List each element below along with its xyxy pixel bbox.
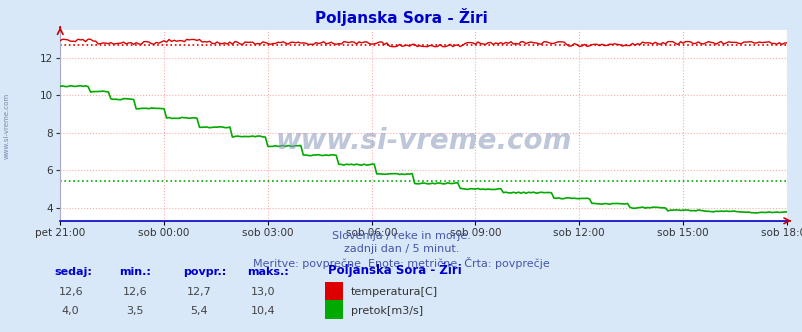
Text: pretok[m3/s]: pretok[m3/s] [350, 306, 423, 316]
Text: Meritve: povprečne  Enote: metrične  Črta: povprečje: Meritve: povprečne Enote: metrične Črta:… [253, 257, 549, 269]
Text: zadnji dan / 5 minut.: zadnji dan / 5 minut. [343, 244, 459, 254]
Text: 5,4: 5,4 [190, 306, 208, 316]
Text: 10,4: 10,4 [251, 306, 275, 316]
Text: Slovenija / reke in morje.: Slovenija / reke in morje. [332, 231, 470, 241]
Text: temperatura[C]: temperatura[C] [350, 287, 437, 297]
Text: Poljanska Sora - Žiri: Poljanska Sora - Žiri [314, 8, 488, 26]
Text: sedaj:: sedaj: [55, 267, 92, 277]
Text: www.si-vreme.com: www.si-vreme.com [275, 126, 571, 155]
Text: 12,6: 12,6 [123, 287, 147, 297]
Text: 3,5: 3,5 [126, 306, 144, 316]
Text: povpr.:: povpr.: [183, 267, 226, 277]
Text: min.:: min.: [119, 267, 151, 277]
Text: maks.:: maks.: [247, 267, 289, 277]
Text: 4,0: 4,0 [62, 306, 79, 316]
Text: Poljanska Sora - Žiri: Poljanska Sora - Žiri [327, 263, 461, 277]
Text: 13,0: 13,0 [251, 287, 275, 297]
Text: 12,6: 12,6 [59, 287, 83, 297]
Text: www.si-vreme.com: www.si-vreme.com [3, 93, 10, 159]
Text: 12,7: 12,7 [187, 287, 211, 297]
